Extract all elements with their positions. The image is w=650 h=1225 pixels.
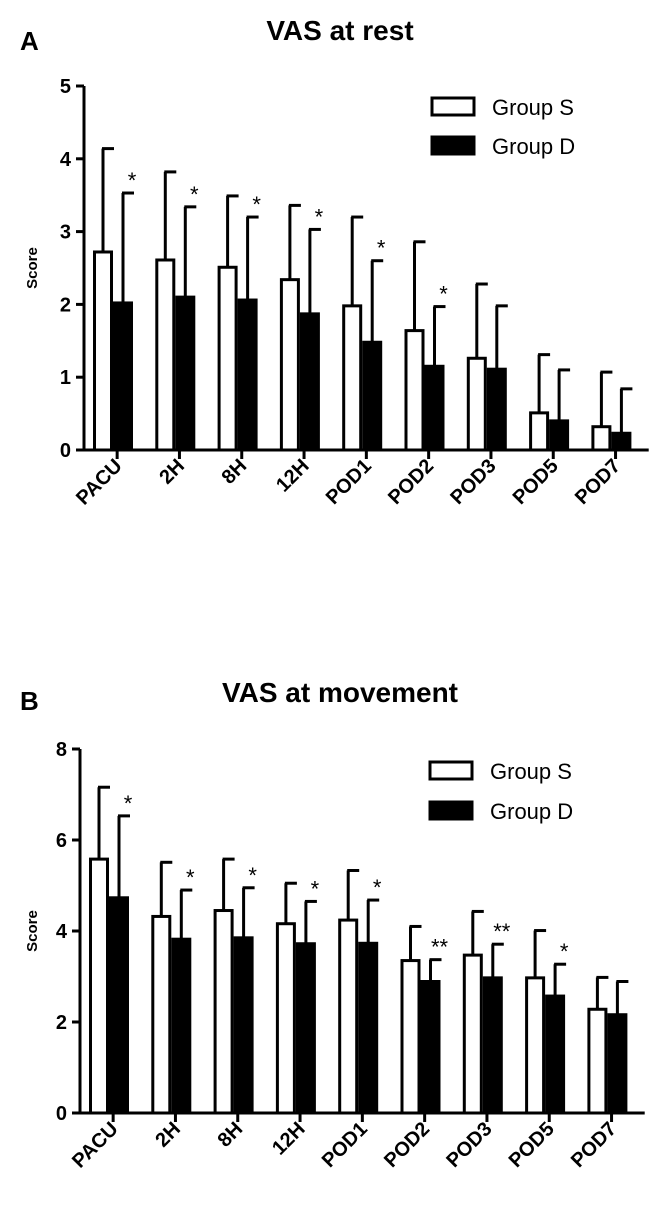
panel-b-significance-marker: *: [186, 865, 195, 890]
panel-b-legend-label-group-s: Group S: [490, 759, 572, 784]
panel-a-bar-group-d: [549, 419, 570, 452]
panel-a-bar-group-d: [237, 298, 258, 452]
panel-a-title: VAS at rest: [266, 15, 413, 46]
panel-a-y-tick-label: 2: [60, 294, 71, 316]
panel-b-bar-group-d: [171, 937, 192, 1115]
panel-a-bar-group-d: [113, 301, 133, 452]
panel-b-significance-marker: *: [373, 875, 382, 900]
panel-b-x-tick-label: POD7: [567, 1118, 621, 1172]
panel-b-bar-group-s: [89, 857, 109, 1115]
panel-a-bar-group-d: [362, 340, 383, 452]
panel-a-bar-group-d: [611, 431, 632, 452]
panel-a-significance-marker: *: [190, 182, 199, 207]
panel-a-significance-marker: *: [377, 236, 386, 261]
panel-a-y-tick-label: 4: [60, 149, 72, 171]
panel-b-bar-group-d: [420, 980, 441, 1115]
panel-a-y-axis-label: Score: [24, 247, 41, 289]
panel-b-y-axis-label: Score: [24, 910, 41, 952]
panel-b-significance-marker: *: [124, 791, 133, 816]
panel-b-bar-group-d: [109, 896, 129, 1115]
panel-a-x-tick-label: POD1: [322, 455, 376, 509]
panel-a-x-tick-label: POD5: [509, 455, 563, 509]
panel-b-y-tick-label: 4: [56, 921, 68, 943]
panel-b-bar-group-s: [525, 976, 546, 1115]
panel-b-x-tick-label: POD3: [442, 1118, 496, 1172]
panel-b-x-tick-label: POD1: [318, 1118, 372, 1172]
panel-b-y-tick-label: 2: [56, 1012, 67, 1034]
panel-b-x-tick-label: PACU: [68, 1118, 123, 1173]
panel-a-y-tick-label: 3: [60, 222, 71, 244]
panel-b-y-tick-label: 8: [56, 739, 67, 761]
panel-a-legend-label-group-s: Group S: [492, 95, 574, 120]
panel-a-legend-swatch-group-s: [430, 96, 476, 117]
panel-a-x-tick-label: POD2: [384, 455, 438, 509]
panel-b-bar-group-d: [607, 1013, 628, 1115]
panel-b-legend-label-group-d: Group D: [490, 799, 573, 824]
panel-a-y-tick-label: 5: [60, 76, 71, 98]
panel-b-significance-marker: *: [560, 939, 569, 964]
panel-a-y-tick-label: 0: [60, 440, 71, 462]
panel-a-x-tick-label: POD3: [446, 455, 500, 509]
panel-a-bar-group-s: [342, 304, 363, 452]
panel-b-y-tick-label: 0: [56, 1103, 67, 1125]
panel-b-title: VAS at movement: [222, 677, 458, 708]
panel-b-bar-group-s: [400, 959, 421, 1115]
panel-b-x-tick-label: 12H: [268, 1118, 310, 1160]
panel-a-significance-marker: *: [439, 282, 448, 307]
panel-b-legend-swatch-group-s: [428, 760, 474, 781]
panel-a-bar-group-s: [529, 411, 550, 452]
panel-b-letter: B: [20, 686, 39, 716]
panel-b-significance-marker: *: [311, 876, 320, 901]
panel-b-bar-group-d: [233, 936, 254, 1115]
panel-b-y-tick-label: 6: [56, 830, 67, 852]
panel-a-x-tick-label: POD7: [571, 455, 625, 509]
panel-a-bar-group-s: [217, 265, 238, 452]
panel-b-x-tick-label: 8H: [214, 1118, 248, 1152]
panel-a-y-tick-label: 1: [60, 367, 71, 389]
panel-b-bar-group-s: [462, 953, 483, 1115]
panel-b-significance-marker: *: [248, 863, 257, 888]
panel-a-bar-group-s: [466, 356, 487, 452]
panel-a-x-tick-label: PACU: [72, 455, 127, 510]
panel-a-legend-swatch-group-d: [430, 135, 476, 156]
panel-a-plot: 0 1 2 3 4 5 PACU * 2H * 8H * 12H * POD1 * POD2 * POD3 POD5 P…: [60, 76, 649, 510]
panel-a-legend-label-group-d: Group D: [492, 134, 575, 159]
panel-b-significance-marker: **: [493, 919, 511, 944]
panel-b-x-tick-label: POD2: [380, 1118, 434, 1172]
panel-b-bar-group-d: [482, 976, 503, 1115]
panel-a-bar-group-d: [486, 367, 507, 452]
panel-b-bar-group-s: [275, 922, 296, 1115]
panel-b-legend-swatch-group-d: [428, 800, 474, 821]
panel-b-plot: 0 2 4 6 8 PACU * 2H * 8H * 12H * POD1 * POD2 ** POD3 ** POD…: [56, 739, 645, 1173]
panel-a-bar-group-s: [279, 278, 300, 452]
panel-a-x-tick-label: 2H: [155, 455, 189, 489]
panel-a-bar-group-d: [299, 312, 320, 452]
panel-b-bar-group-d: [358, 941, 379, 1115]
panel-b-bar-group-d: [295, 942, 316, 1115]
panel-a-significance-marker: *: [128, 168, 137, 193]
panel-a-significance-marker: *: [315, 204, 324, 229]
panel-b-bar-group-s: [151, 914, 172, 1115]
panel-a-bar-group-d: [424, 364, 445, 452]
panel-a-bar-group-s: [93, 250, 113, 452]
panel-a-x-tick-label: 12H: [272, 455, 314, 497]
panel-a-significance-marker: *: [252, 192, 261, 217]
panel-a-bar-group-s: [591, 425, 612, 452]
panel-b-bar-group-d: [545, 994, 566, 1115]
panel-a-bar-group-s: [404, 329, 425, 452]
panel-b-significance-marker: **: [431, 935, 449, 960]
panel-a-letter: A: [20, 26, 39, 56]
panel-b: B VAS at movement Score 0 2 4 6 8 PACU * 2H * 8H *…: [20, 677, 645, 1173]
panel-b-bar-group-s: [587, 1007, 608, 1115]
panel-a-x-tick-label: 8H: [218, 455, 252, 489]
panel-b-bar-group-s: [338, 918, 359, 1115]
panel-b-x-tick-label: POD5: [505, 1118, 559, 1172]
panel-b-x-tick-label: 2H: [151, 1118, 185, 1152]
panel-a-bar-group-d: [175, 295, 196, 452]
panel-b-bar-group-s: [213, 909, 234, 1115]
panel-a: A VAS at rest Score 0 1 2 3 4 5 PACU * 2H * 8H * 12H…: [20, 15, 649, 510]
panel-a-bar-group-s: [155, 258, 176, 452]
